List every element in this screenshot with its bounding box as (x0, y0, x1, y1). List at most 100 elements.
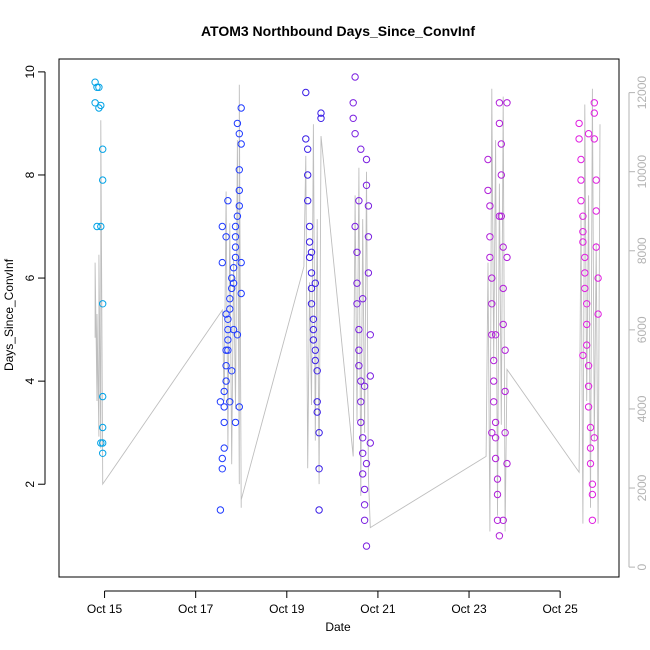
data-point-series-2 (235, 403, 244, 411)
data-point-series-2 (226, 305, 234, 313)
data-point-series-6 (584, 403, 593, 411)
data-point-series-3 (302, 135, 310, 143)
data-point-series-1 (99, 439, 107, 447)
data-point-series-6 (584, 362, 593, 370)
data-point-series-5 (490, 377, 498, 385)
data-point-series-2 (231, 243, 240, 251)
data-point-series-1 (97, 101, 105, 110)
data-point-series-6 (590, 109, 598, 117)
data-point-series-4 (353, 300, 361, 308)
chart-title: ATOM3 Northbound Days_Since_ConvInf (201, 23, 475, 39)
data-point-series-3 (307, 284, 316, 293)
data-point-series-6 (575, 119, 583, 128)
data-point-series-5 (501, 429, 509, 437)
data-point-series-2 (235, 202, 244, 210)
data-point-series-1 (95, 83, 103, 92)
secondary-y-axis: 0 2000 4000 6000 8000 10000 12000 (628, 76, 649, 570)
data-point-series-3 (304, 171, 312, 179)
y-axis-label: Days_Since_ConvInf (2, 258, 16, 371)
data-point-series-5 (493, 475, 502, 483)
data-point-series-5 (490, 356, 498, 365)
data-point-series-6 (588, 516, 597, 524)
data-point-series-6 (588, 480, 597, 488)
data-point-series-6 (583, 320, 591, 329)
data-point-series-5 (488, 331, 496, 339)
data-point-series-4 (359, 449, 367, 457)
data-point-series-3 (311, 356, 319, 365)
data-point-series-5 (491, 454, 500, 463)
y2-tick-label: 6000 (635, 316, 649, 343)
data-point-series-2 (229, 264, 238, 272)
data-point-series-6 (579, 351, 587, 360)
data-point-series-5 (499, 243, 507, 251)
x-tick-label: Oct 17 (178, 602, 214, 616)
data-point-series-2 (218, 465, 227, 473)
data-point-series-2 (231, 418, 240, 427)
data-point-series-4 (357, 377, 365, 385)
data-point-series-3 (305, 253, 314, 262)
y2-tick-label: 10000 (635, 155, 649, 189)
data-point-series-5 (501, 387, 509, 396)
y2-tick-label: 2000 (635, 474, 649, 501)
data-point-series-2 (224, 346, 232, 354)
data-point-series-6 (592, 243, 600, 251)
data-point-series-1 (99, 300, 107, 308)
data-point-series-6 (592, 176, 600, 184)
data-point-series-4 (360, 485, 369, 494)
data-point-series-2 (220, 418, 228, 427)
data-point-series-6 (577, 155, 585, 164)
data-point-series-2 (220, 444, 228, 452)
data-point-series-5 (488, 300, 496, 308)
y-axis: 2 4 6 8 10 (23, 65, 46, 488)
data-point-series-4 (353, 279, 361, 287)
data-point-series-3 (311, 346, 319, 354)
data-point-series-6 (583, 341, 591, 349)
data-point-series-4 (359, 434, 367, 442)
data-point-series-1 (99, 176, 107, 184)
data-point-series-2 (235, 166, 244, 174)
data-point-series-3 (317, 114, 325, 123)
data-point-series-2 (218, 454, 227, 463)
y-tick-label: 8 (23, 171, 37, 178)
y2-tick-label: 4000 (635, 395, 649, 422)
data-point-series-4 (351, 73, 359, 81)
data-point-series-4 (357, 145, 365, 153)
data-point-series-5 (491, 331, 500, 339)
data-point-series-3 (307, 269, 316, 277)
data-point-series-2 (228, 367, 236, 375)
data-point-series-3 (315, 429, 323, 437)
data-point-series-3 (317, 109, 325, 117)
data-point-series-3 (313, 367, 321, 375)
data-point-series-3 (309, 336, 318, 344)
data-point-series-5 (491, 418, 500, 427)
points-layer (91, 73, 602, 550)
data-point-series-1 (99, 145, 107, 153)
data-point-series-6 (584, 382, 593, 390)
data-point-series-4 (359, 295, 367, 303)
data-point-series-5 (497, 212, 505, 220)
data-point-series-3 (309, 315, 318, 323)
data-point-series-2 (231, 253, 240, 262)
data-point-series-1 (97, 439, 105, 447)
data-point-series-5 (501, 346, 509, 354)
data-point-series-6 (586, 423, 595, 432)
data-point-series-4 (364, 202, 373, 210)
y-tick-label: 2 (23, 481, 37, 488)
data-point-series-4 (364, 233, 373, 241)
data-point-series-5 (503, 253, 511, 262)
data-point-series-1 (93, 222, 101, 231)
data-point-series-5 (493, 490, 502, 499)
data-point-series-4 (359, 470, 367, 478)
data-point-series-4 (349, 114, 357, 123)
data-point-series-5 (486, 202, 494, 210)
y2-tick-label: 12000 (635, 76, 649, 110)
data-point-series-2 (218, 258, 227, 267)
data-point-series-5 (497, 140, 505, 148)
data-point-series-4 (360, 382, 369, 390)
data-point-series-3 (304, 145, 312, 153)
data-point-series-5 (486, 233, 494, 241)
data-point-series-6 (581, 284, 589, 293)
data-point-series-2 (229, 279, 238, 287)
data-point-series-3 (307, 248, 316, 257)
data-point-series-4 (362, 542, 371, 550)
